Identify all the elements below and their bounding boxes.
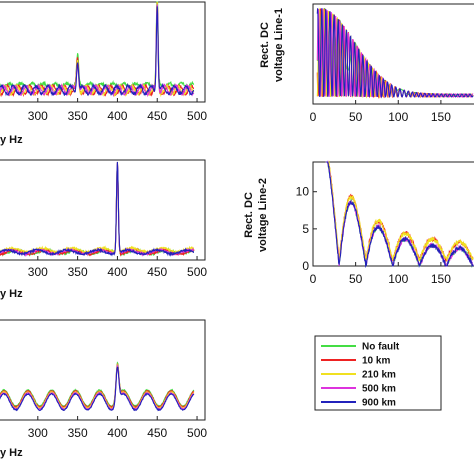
- x-tick-label: 450: [147, 109, 167, 123]
- x-tick-label: 400: [107, 109, 127, 123]
- x-ticks: 0 50 100 150: [310, 262, 451, 286]
- legend: No fault 10 km 210 km 500 km 900 km: [314, 335, 442, 411]
- legend-label: No fault: [362, 342, 400, 353]
- series-line: [0, 6, 195, 97]
- x-tick-label: 300: [28, 265, 48, 279]
- y-axis-label-line2: voltage Line-2: [257, 178, 269, 252]
- x-tick-label: 0: [310, 272, 317, 286]
- y-tick-label: 0: [302, 259, 309, 273]
- x-tick-label: 350: [68, 426, 88, 440]
- series-group: [0, 361, 195, 412]
- y-axis-label-line1: Rect. DC: [243, 192, 255, 238]
- x-tick-label: 500: [187, 109, 207, 123]
- series-line: [0, 161, 195, 257]
- legend-items: No fault 10 km 210 km 500 km 900 km: [321, 342, 400, 409]
- legend-label: 900 km: [362, 398, 396, 409]
- x-ticks: 300 350 400 450 500: [28, 98, 207, 123]
- axes-frame: [0, 319, 206, 421]
- axes-frame: [0, 159, 206, 261]
- x-ticks: 0 50 100 150: [310, 100, 451, 124]
- x-tick-label: 500: [187, 426, 207, 440]
- x-tick-label: 400: [107, 426, 127, 440]
- x-axis-label: y Hz: [0, 288, 23, 300]
- series-line: [0, 366, 195, 412]
- x-tick-label: 350: [68, 265, 88, 279]
- panel-right-top: Rect. DC voltage Line-1 0 50 100 150: [259, 3, 474, 124]
- series-line: [0, 4, 195, 98]
- x-tick-label: 150: [431, 272, 451, 286]
- y-tick-label: 5: [302, 222, 309, 236]
- x-tick-label: 450: [147, 265, 167, 279]
- panel-left-top: 300 350 400 450 500 y Hz: [0, 1, 207, 146]
- x-tick-label: 300: [28, 426, 48, 440]
- x-ticks: 300 350 400 450 500: [28, 256, 207, 279]
- series-line: [325, 161, 474, 269]
- x-tick-label: 100: [388, 110, 408, 124]
- x-axis-label: y Hz: [0, 134, 23, 146]
- y-ticks: 0 5 10: [296, 185, 317, 273]
- panel-left-bottom: 300 350 400 450 500 y Hz: [0, 319, 207, 459]
- series-group: [0, 1, 195, 98]
- series-group: [325, 159, 474, 269]
- x-tick-label: 350: [68, 109, 88, 123]
- x-ticks: 300 350 400 450 500: [28, 416, 207, 440]
- y-axis-label-line2: voltage Line-1: [273, 8, 285, 82]
- x-tick-label: 0: [310, 110, 317, 124]
- y-axis-label-line1: Rect. DC: [259, 22, 271, 68]
- x-tick-label: 150: [431, 110, 451, 124]
- legend-label: 500 km: [362, 384, 396, 395]
- x-tick-label: 400: [107, 265, 127, 279]
- panel-left-middle: 300 350 400 450 500 y Hz: [0, 159, 207, 300]
- panel-right-bottom: Rect. DC voltage Line-2 0 50 100 150 0 5 10: [243, 159, 474, 286]
- x-tick-label: 50: [349, 272, 363, 286]
- legend-label: 210 km: [362, 370, 396, 381]
- series-group: [316, 7, 474, 99]
- x-tick-label: 300: [28, 109, 48, 123]
- x-tick-label: 450: [147, 426, 167, 440]
- x-tick-label: 50: [349, 110, 363, 124]
- legend-label: 10 km: [362, 356, 390, 367]
- x-tick-label: 500: [187, 265, 207, 279]
- series-line: [316, 8, 474, 99]
- series-group: [0, 161, 195, 257]
- x-tick-label: 100: [388, 272, 408, 286]
- x-axis-label: y Hz: [0, 447, 23, 459]
- series-line: [325, 160, 474, 262]
- y-tick-label: 10: [296, 185, 310, 199]
